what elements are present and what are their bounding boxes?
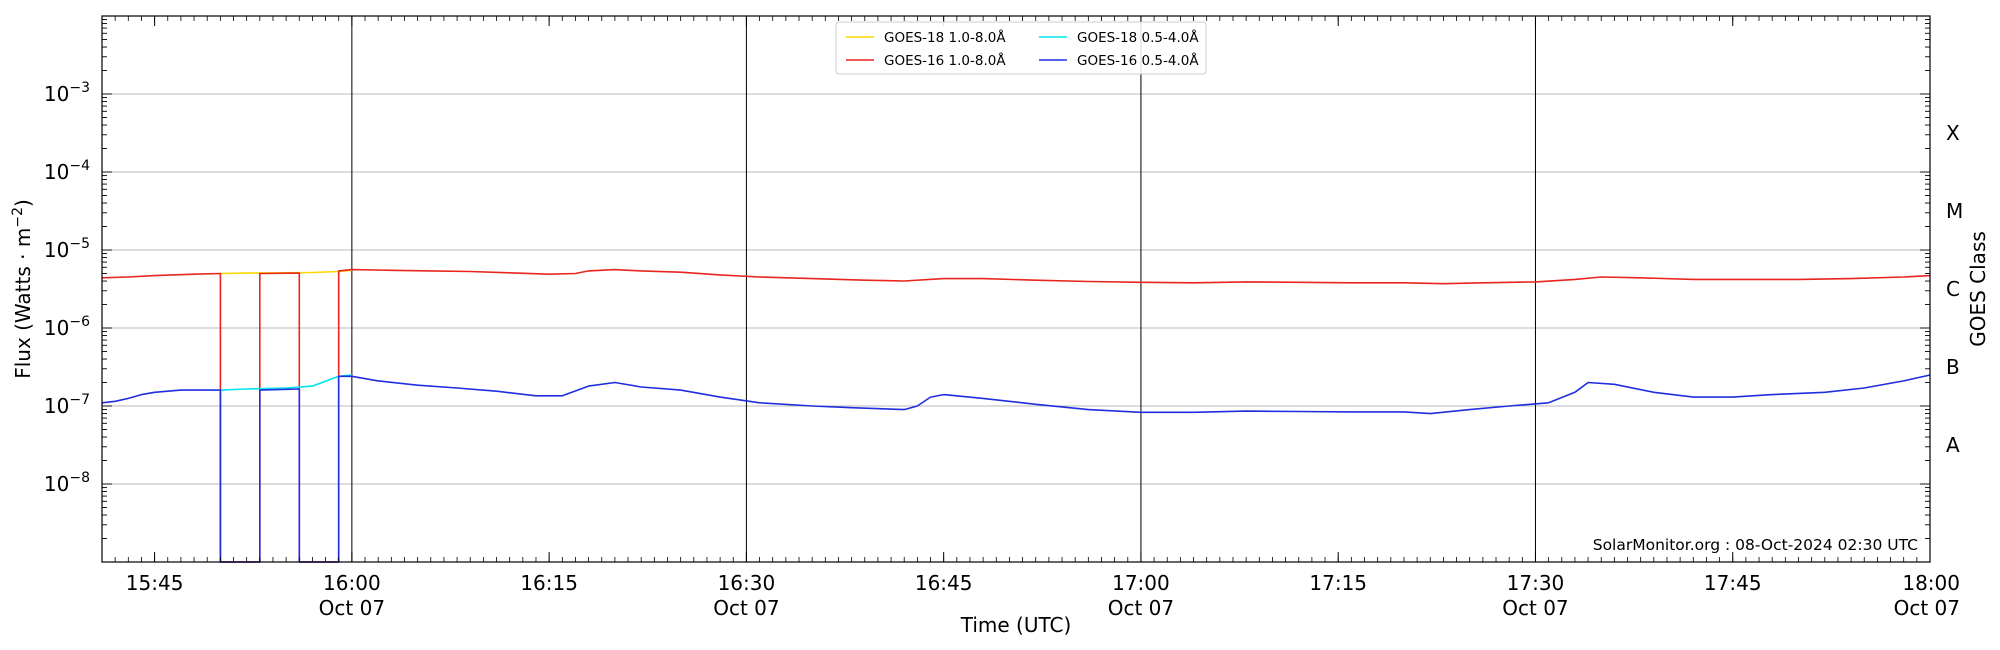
goes-class-label: A xyxy=(1946,433,1960,457)
x-tick-label: 17:00 xyxy=(1112,571,1170,595)
series-line xyxy=(101,268,1931,563)
legend-box xyxy=(835,21,1207,75)
solarmonitor-credit: SolarMonitor.org : 08-Oct-2024 02:30 UTC xyxy=(1593,536,1918,554)
x-tick-label: 17:15 xyxy=(1309,571,1367,595)
x-tick-date-label: Oct 07 xyxy=(319,596,385,620)
x-tick-label: 16:15 xyxy=(520,571,578,595)
x-tick-label: 17:30 xyxy=(1507,571,1565,595)
x-tick-date-label: Oct 07 xyxy=(1894,596,1960,620)
goes-class-labels: X M C B A xyxy=(1946,121,1963,457)
y-tick-label: 10−5 xyxy=(44,236,90,262)
y-tick-label: 10−6 xyxy=(44,314,90,340)
goes-class-label: C xyxy=(1946,277,1960,301)
legend: GOES-18 1.0-8.0Å GOES-18 0.5-4.0Å GOES-16 … xyxy=(835,21,1207,75)
x-tick-label: 16:30 xyxy=(718,571,776,595)
right-axis-label: GOES Class xyxy=(1966,231,1990,347)
plot-frame xyxy=(101,15,1931,563)
series-line xyxy=(101,374,1931,563)
y-tick-label: 10−7 xyxy=(44,392,90,418)
grid-lines xyxy=(102,93,1930,485)
legend-entry-label: GOES-16 1.0-8.0Å xyxy=(884,52,1006,69)
x-tick-label: 16:45 xyxy=(915,571,973,595)
day-vertical-lines xyxy=(351,16,1931,562)
legend-entry-label: GOES-18 1.0-8.0Å xyxy=(884,29,1006,46)
flux-series xyxy=(101,268,1931,563)
legend-entry-label: GOES-16 0.5-4.0Å xyxy=(1077,52,1199,69)
x-tick-label: 16:00 xyxy=(323,571,381,595)
goes-class-label: X xyxy=(1946,121,1960,145)
series-line xyxy=(220,374,352,391)
legend-entry-label: GOES-18 0.5-4.0Å xyxy=(1077,29,1199,46)
goes-class-label: B xyxy=(1946,355,1960,379)
y-tick-label: 10−4 xyxy=(44,158,90,184)
x-tick-date-label: Oct 07 xyxy=(1502,596,1568,620)
y-tick-label: 10−8 xyxy=(44,470,90,496)
x-tick-date-label: Oct 07 xyxy=(1108,596,1174,620)
goes-class-label: M xyxy=(1946,199,1963,223)
y-axis-label: Flux (Watts · m−2) xyxy=(10,199,35,379)
y-tick-label: 10−3 xyxy=(44,80,90,106)
x-tick-date-label: Oct 07 xyxy=(713,596,779,620)
x-tick-label: 15:45 xyxy=(126,571,184,595)
y-tick-labels: 10−3 10−4 10−5 10−6 10−7 10−8 xyxy=(44,80,90,496)
x-tick-label: 18:00 xyxy=(1902,571,1960,595)
x-axis-label: Time (UTC) xyxy=(960,613,1072,637)
x-tick-label: 17:45 xyxy=(1704,571,1762,595)
axis-ticks xyxy=(101,16,1931,563)
